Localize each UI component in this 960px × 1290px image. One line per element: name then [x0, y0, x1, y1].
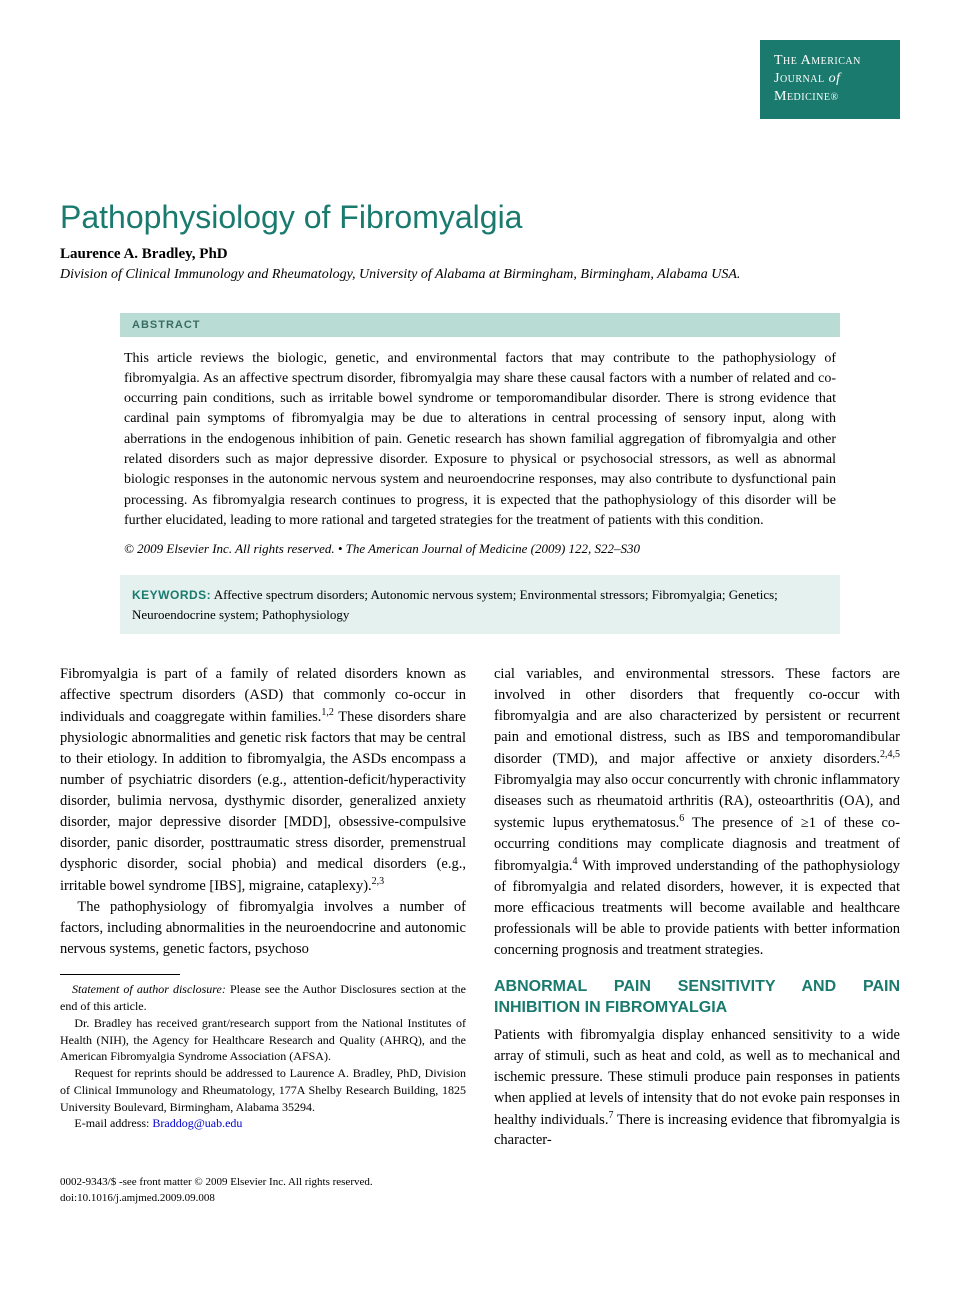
- keywords-label: KEYWORDS:: [132, 588, 211, 602]
- body-p3: cial variables, and environmental stress…: [494, 664, 900, 961]
- footnotes: Statement of author disclosure: Please s…: [60, 981, 466, 1132]
- email-link[interactable]: Braddog@uab.edu: [152, 1116, 242, 1130]
- section-p1: Patients with fibromyalgia display enhan…: [494, 1025, 900, 1152]
- citation-ref[interactable]: 1,2: [321, 707, 334, 718]
- body-p1: Fibromyalgia is part of a family of rela…: [60, 664, 466, 897]
- footnote-email: E-mail address: Braddog@uab.edu: [60, 1115, 466, 1132]
- journal-line2: Journal of: [774, 70, 886, 88]
- section-heading: ABNORMAL PAIN SENSITIVITY AND PAIN INHIB…: [494, 977, 900, 1019]
- abstract-footer: © 2009 Elsevier Inc. All rights reserved…: [120, 539, 840, 567]
- front-matter-line: 0002-9343/$ -see front matter © 2009 Els…: [60, 1175, 900, 1190]
- footnote-funding: Dr. Bradley has received grant/research …: [60, 1015, 466, 1065]
- author-name: Laurence A. Bradley, PhD: [60, 246, 900, 263]
- citation-ref[interactable]: 2,4,5: [880, 749, 900, 760]
- journal-line1: The American: [774, 52, 886, 70]
- journal-badge: The American Journal of Medicine®: [760, 40, 900, 119]
- doi-line: doi:10.1016/j.amjmed.2009.09.008: [60, 1191, 900, 1206]
- footnote-reprints: Request for reprints should be addressed…: [60, 1065, 466, 1115]
- keywords-box: KEYWORDS: Affective spectrum disorders; …: [120, 575, 840, 634]
- footnote-rule: [60, 974, 180, 975]
- abstract-box: ABSTRACT This article reviews the biolog…: [120, 313, 840, 568]
- body-p2: The pathophysiology of fibromyalgia invo…: [60, 897, 466, 960]
- abstract-header: ABSTRACT: [120, 313, 840, 337]
- bottom-meta: 0002-9343/$ -see front matter © 2009 Els…: [60, 1175, 900, 1206]
- body-columns: Fibromyalgia is part of a family of rela…: [60, 664, 900, 1151]
- journal-line3: Medicine®: [774, 88, 886, 106]
- author-affiliation: Division of Clinical Immunology and Rheu…: [60, 267, 900, 283]
- keywords-text: Affective spectrum disorders; Autonomic …: [132, 587, 778, 622]
- abstract-body: This article reviews the biologic, genet…: [120, 337, 840, 540]
- citation-ref[interactable]: 2,3: [372, 876, 385, 887]
- footnote-disclosure: Statement of author disclosure: Please s…: [60, 981, 466, 1015]
- article-title: Pathophysiology of Fibromyalgia: [60, 199, 900, 236]
